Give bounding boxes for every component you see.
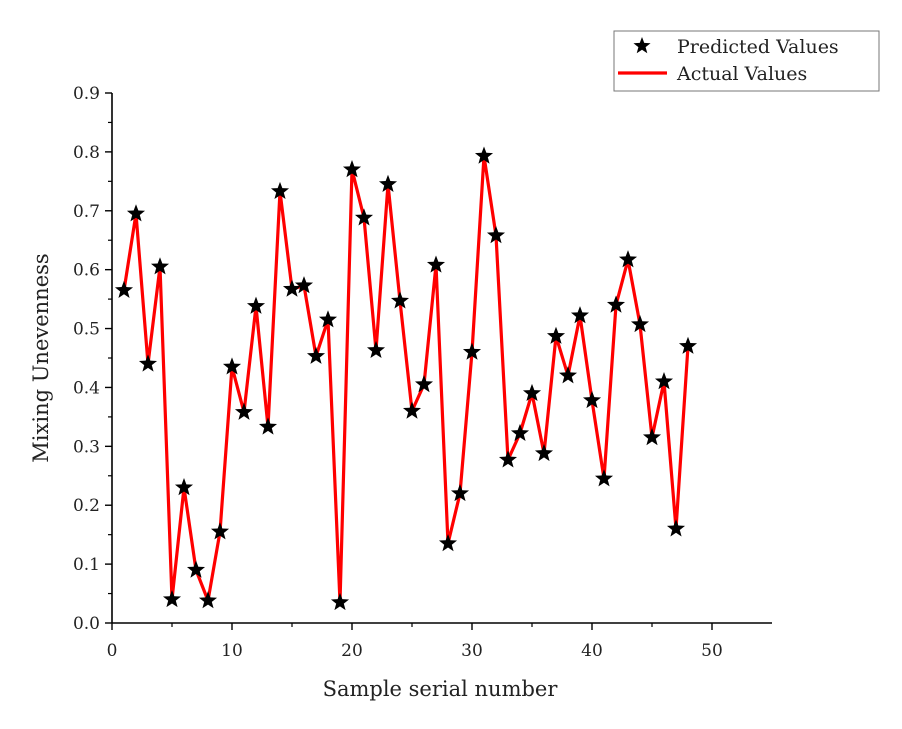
x-tick-label: 0 (107, 641, 118, 661)
data-point-predicted-values (114, 280, 134, 298)
series-layer (114, 146, 698, 611)
data-point-predicted-values (558, 366, 578, 384)
data-point-predicted-values (570, 306, 590, 324)
x-axis-title: Sample serial number (323, 677, 559, 701)
data-point-predicted-values (522, 383, 542, 402)
data-point-predicted-values (594, 469, 614, 487)
data-point-predicted-values (426, 255, 446, 273)
data-point-predicted-values (378, 174, 398, 192)
data-point-predicted-values (654, 372, 674, 390)
data-point-predicted-values (630, 314, 650, 333)
y-tick-label: 0.8 (73, 143, 100, 163)
x-tick-label: 30 (461, 641, 483, 661)
data-point-predicted-values (318, 310, 338, 328)
y-axis-title: Mixing Unevenness (29, 253, 53, 462)
data-point-predicted-values (474, 146, 494, 164)
axes: 0 10 20 30 40 50 0.0 0.1 0.2 0.3 0.4 0.5 0.6 0.7 0.8 0.… (29, 84, 772, 701)
data-point-predicted-values (390, 291, 410, 309)
y-tick-label: 0.1 (73, 555, 100, 575)
data-point-predicted-values (462, 342, 482, 360)
legend-label-actual-values: Actual Values (676, 63, 807, 85)
data-point-predicted-values (282, 279, 302, 297)
data-point-predicted-values (354, 208, 374, 226)
x-tick-label: 50 (701, 641, 723, 661)
data-point-predicted-values (450, 483, 470, 502)
data-point-predicted-values (150, 257, 170, 275)
data-point-predicted-values (414, 375, 434, 393)
data-point-predicted-values (366, 340, 386, 359)
data-point-predicted-values (198, 591, 218, 609)
data-point-predicted-values (510, 423, 530, 442)
data-point-predicted-values (126, 204, 146, 222)
data-point-predicted-values (546, 326, 566, 344)
data-point-predicted-values (618, 250, 638, 268)
y-tick-label: 0.2 (73, 496, 100, 516)
legend-label-predicted-values: Predicted Values (677, 36, 839, 58)
data-point-predicted-values (534, 443, 554, 462)
data-point-predicted-values (438, 534, 458, 552)
data-point-predicted-values (246, 296, 266, 314)
x-tick-label: 10 (221, 641, 243, 661)
y-tick-label: 0.9 (73, 84, 100, 104)
data-point-predicted-values (678, 336, 698, 354)
legend-star-marker (633, 37, 651, 54)
data-point-predicted-values (582, 390, 602, 409)
data-point-predicted-values (342, 160, 362, 178)
data-point-predicted-values (222, 357, 242, 375)
y-tick-label: 0.4 (73, 378, 100, 398)
data-point-predicted-values (294, 276, 314, 294)
data-point-predicted-values (306, 346, 326, 364)
data-point-predicted-values (330, 592, 350, 611)
x-tick-label: 20 (341, 641, 363, 661)
data-point-predicted-values (258, 417, 278, 435)
data-point-predicted-values (174, 478, 194, 496)
y-tick-label: 0.0 (73, 614, 100, 634)
data-point-predicted-values (138, 354, 158, 372)
data-point-predicted-values (162, 589, 182, 608)
y-tick-label: 0.7 (73, 202, 100, 222)
data-point-predicted-values (234, 402, 254, 420)
data-point-predicted-values (498, 450, 518, 468)
data-point-predicted-values (186, 560, 206, 578)
series-line-actual-values (122, 154, 690, 604)
y-tick-label: 0.5 (73, 320, 100, 340)
y-tick-label: 0.6 (73, 261, 100, 281)
data-point-predicted-values (642, 428, 662, 446)
data-point-predicted-values (402, 401, 422, 419)
data-point-predicted-values (666, 519, 686, 537)
x-tick-label: 40 (581, 641, 603, 661)
data-point-predicted-values (606, 295, 626, 313)
legend: Predicted Values Actual Values (613, 30, 880, 92)
data-point-predicted-values (210, 522, 230, 540)
data-point-predicted-values (270, 181, 290, 200)
y-tick-label: 0.3 (73, 437, 100, 457)
data-point-predicted-values (486, 226, 506, 244)
legend-box (613, 30, 880, 92)
